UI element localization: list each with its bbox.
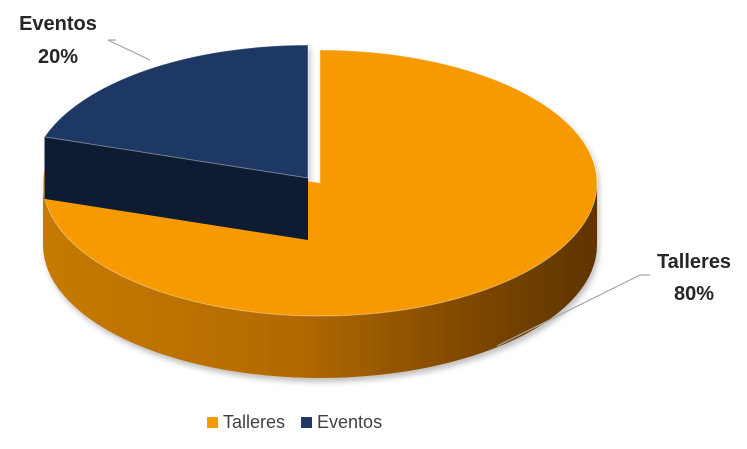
data-label-eventos: Eventos 20% (19, 13, 97, 68)
legend-swatch-eventos (301, 417, 313, 428)
slice-top-talleres (42, 49, 598, 317)
data-label-value-eventos: 20% (38, 46, 78, 68)
legend-label-eventos: Eventos (317, 412, 382, 432)
slice-side-talleres (43, 183, 597, 378)
legend-label-talleres: Talleres (223, 412, 285, 432)
data-label-category-eventos: Eventos (19, 13, 97, 35)
data-label-value-talleres: 80% (674, 283, 714, 305)
pie-slice-eventos (43, 44, 309, 240)
legend-item-eventos: Eventos (301, 412, 382, 432)
data-label-category-talleres: Talleres (657, 251, 731, 273)
leader-line-eventos (107, 39, 151, 61)
data-label-talleres: Talleres 80% (657, 251, 731, 305)
legend-swatch-talleres (207, 417, 218, 428)
leader-line-talleres (496, 274, 650, 347)
legend: Talleres Eventos (207, 412, 382, 432)
slice-cut-face-eventos-0 (44, 136, 309, 240)
slice-top-eventos (43, 44, 309, 179)
legend-item-talleres: Talleres (207, 412, 285, 432)
